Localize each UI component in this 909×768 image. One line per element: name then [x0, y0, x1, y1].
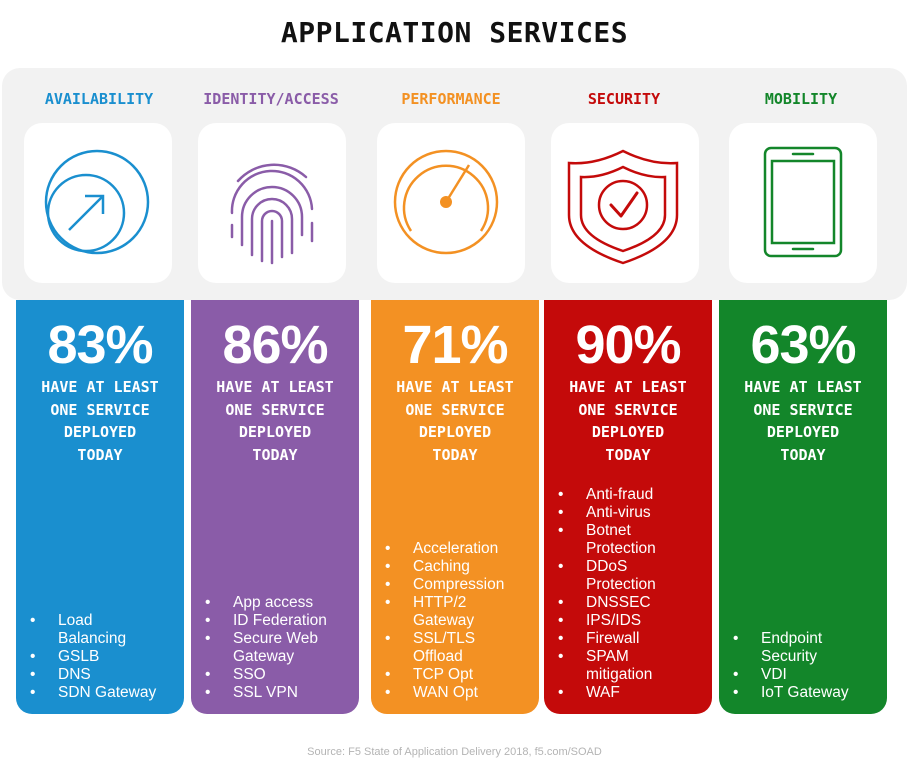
security-percent: 90% [575, 315, 681, 375]
list-item-continued: Protection [586, 540, 656, 557]
list-item: Firewall [558, 630, 706, 648]
list-item-continued: Offload [413, 648, 463, 665]
list-item: DNS [30, 666, 178, 684]
desc-line: TODAY [77, 445, 123, 464]
desc-line: ONE SERVICE [225, 400, 325, 419]
desc-line: ONE SERVICE [405, 400, 505, 419]
mobility-description: HAVE AT LEAST ONE SERVICE DEPLOYED TODAY [719, 376, 887, 466]
desc-line: ONE SERVICE [753, 400, 853, 419]
list-item: Anti-virus [558, 504, 706, 522]
desc-line: HAVE AT LEAST [41, 378, 159, 396]
column-label-performance: PERFORMANCE [401, 90, 501, 108]
list-item: SDN Gateway [30, 684, 178, 702]
list-item: Botnet [558, 522, 706, 540]
performance-description: HAVE AT LEAST ONE SERVICE DEPLOYED TODAY [371, 376, 539, 466]
list-item: App access [205, 594, 353, 612]
desc-line: HAVE AT LEAST [216, 378, 334, 396]
list-item-continued: Balancing [58, 630, 127, 647]
list-item: HTTP/2 [385, 594, 533, 612]
mobile-device-icon [763, 146, 843, 258]
list-item: ID Federation [205, 612, 353, 630]
list-item-continued: Security [761, 648, 817, 665]
availability-percent: 83% [47, 315, 153, 375]
source-footnote: Source: F5 State of Application Delivery… [307, 746, 602, 758]
list-item: Caching [385, 558, 533, 576]
availability-card [24, 123, 172, 283]
desc-line: TODAY [605, 445, 651, 464]
mobility-services-list: Endpoint Security VDI IoT Gateway [733, 630, 881, 702]
desc-line: HAVE AT LEAST [569, 378, 687, 396]
speedometer-icon [393, 149, 499, 255]
fingerprint-icon [230, 163, 314, 265]
list-item: Anti-fraud [558, 486, 706, 504]
mobility-card [729, 123, 877, 283]
desc-line: HAVE AT LEAST [396, 378, 514, 396]
list-item: Endpoint [733, 630, 881, 648]
identity-access-percent: 86% [222, 315, 328, 375]
desc-line: TODAY [780, 445, 826, 464]
mobility-panel: 63% HAVE AT LEAST ONE SERVICE DEPLOYED T… [719, 300, 887, 714]
mobility-percent: 63% [750, 315, 856, 375]
identity-access-panel: 86% HAVE AT LEAST ONE SERVICE DEPLOYED T… [191, 300, 359, 714]
desc-line: DEPLOYED [63, 423, 137, 441]
list-item: WAF [558, 684, 706, 702]
desc-line: ONE SERVICE [50, 400, 150, 419]
column-label-identity-access: IDENTITY/ACCESS [203, 90, 339, 108]
list-item: TCP Opt [385, 666, 533, 684]
identity-access-description: HAVE AT LEAST ONE SERVICE DEPLOYED TODAY [191, 376, 359, 466]
list-item: Compression [385, 576, 533, 594]
column-label-mobility: MOBILITY [764, 90, 838, 108]
performance-card [377, 123, 525, 283]
list-item: DDoS [558, 558, 706, 576]
performance-panel: 71% HAVE AT LEAST ONE SERVICE DEPLOYED T… [371, 300, 539, 714]
list-item: Secure Web [205, 630, 353, 648]
availability-description: HAVE AT LEAST ONE SERVICE DEPLOYED TODAY [16, 376, 184, 466]
list-item: SSL/TLS [385, 630, 533, 648]
list-item-continued: Gateway [233, 648, 295, 665]
identity-access-services-list: App access ID Federation Secure Web Gate… [205, 594, 353, 702]
performance-percent: 71% [402, 315, 508, 375]
page-title: APPLICATION SERVICES [280, 16, 629, 49]
list-item-continued: Protection [586, 576, 656, 593]
availability-panel: 83% HAVE AT LEAST ONE SERVICE DEPLOYED T… [16, 300, 184, 714]
desc-line: TODAY [432, 445, 478, 464]
desc-line: DEPLOYED [238, 423, 312, 441]
list-item: WAN Opt [385, 684, 533, 702]
shield-check-icon [567, 149, 679, 265]
list-item: Acceleration [385, 540, 533, 558]
list-item: VDI [733, 666, 881, 684]
security-description: HAVE AT LEAST ONE SERVICE DEPLOYED TODAY [544, 376, 712, 466]
column-label-availability: AVAILABILITY [44, 90, 154, 108]
availability-arrow-icon [44, 149, 150, 255]
list-item: GSLB [30, 648, 178, 666]
desc-line: ONE SERVICE [578, 400, 678, 419]
list-item: IoT Gateway [733, 684, 881, 702]
column-label-security: SECURITY [587, 90, 661, 108]
list-item: SSO [205, 666, 353, 684]
list-item-continued: Gateway [413, 612, 475, 629]
identity-access-card [198, 123, 346, 283]
security-panel: 90% HAVE AT LEAST ONE SERVICE DEPLOYED T… [544, 300, 712, 714]
desc-line: DEPLOYED [418, 423, 492, 441]
desc-line: DEPLOYED [591, 423, 665, 441]
security-services-list: Anti-fraud Anti-virus Botnet Protection … [558, 486, 706, 702]
desc-line: TODAY [252, 445, 298, 464]
availability-services-list: Load Balancing GSLB DNS SDN Gateway [30, 612, 178, 702]
desc-line: DEPLOYED [766, 423, 840, 441]
list-item: IPS/IDS [558, 612, 706, 630]
security-card [551, 123, 699, 283]
list-item: SSL VPN [205, 684, 353, 702]
list-item: DNSSEC [558, 594, 706, 612]
list-item: Load [30, 612, 178, 630]
desc-line: HAVE AT LEAST [744, 378, 862, 396]
list-item: SPAM [558, 648, 706, 666]
performance-services-list: Acceleration Caching Compression HTTP/2 … [385, 540, 533, 702]
list-item-continued: mitigation [586, 666, 653, 683]
